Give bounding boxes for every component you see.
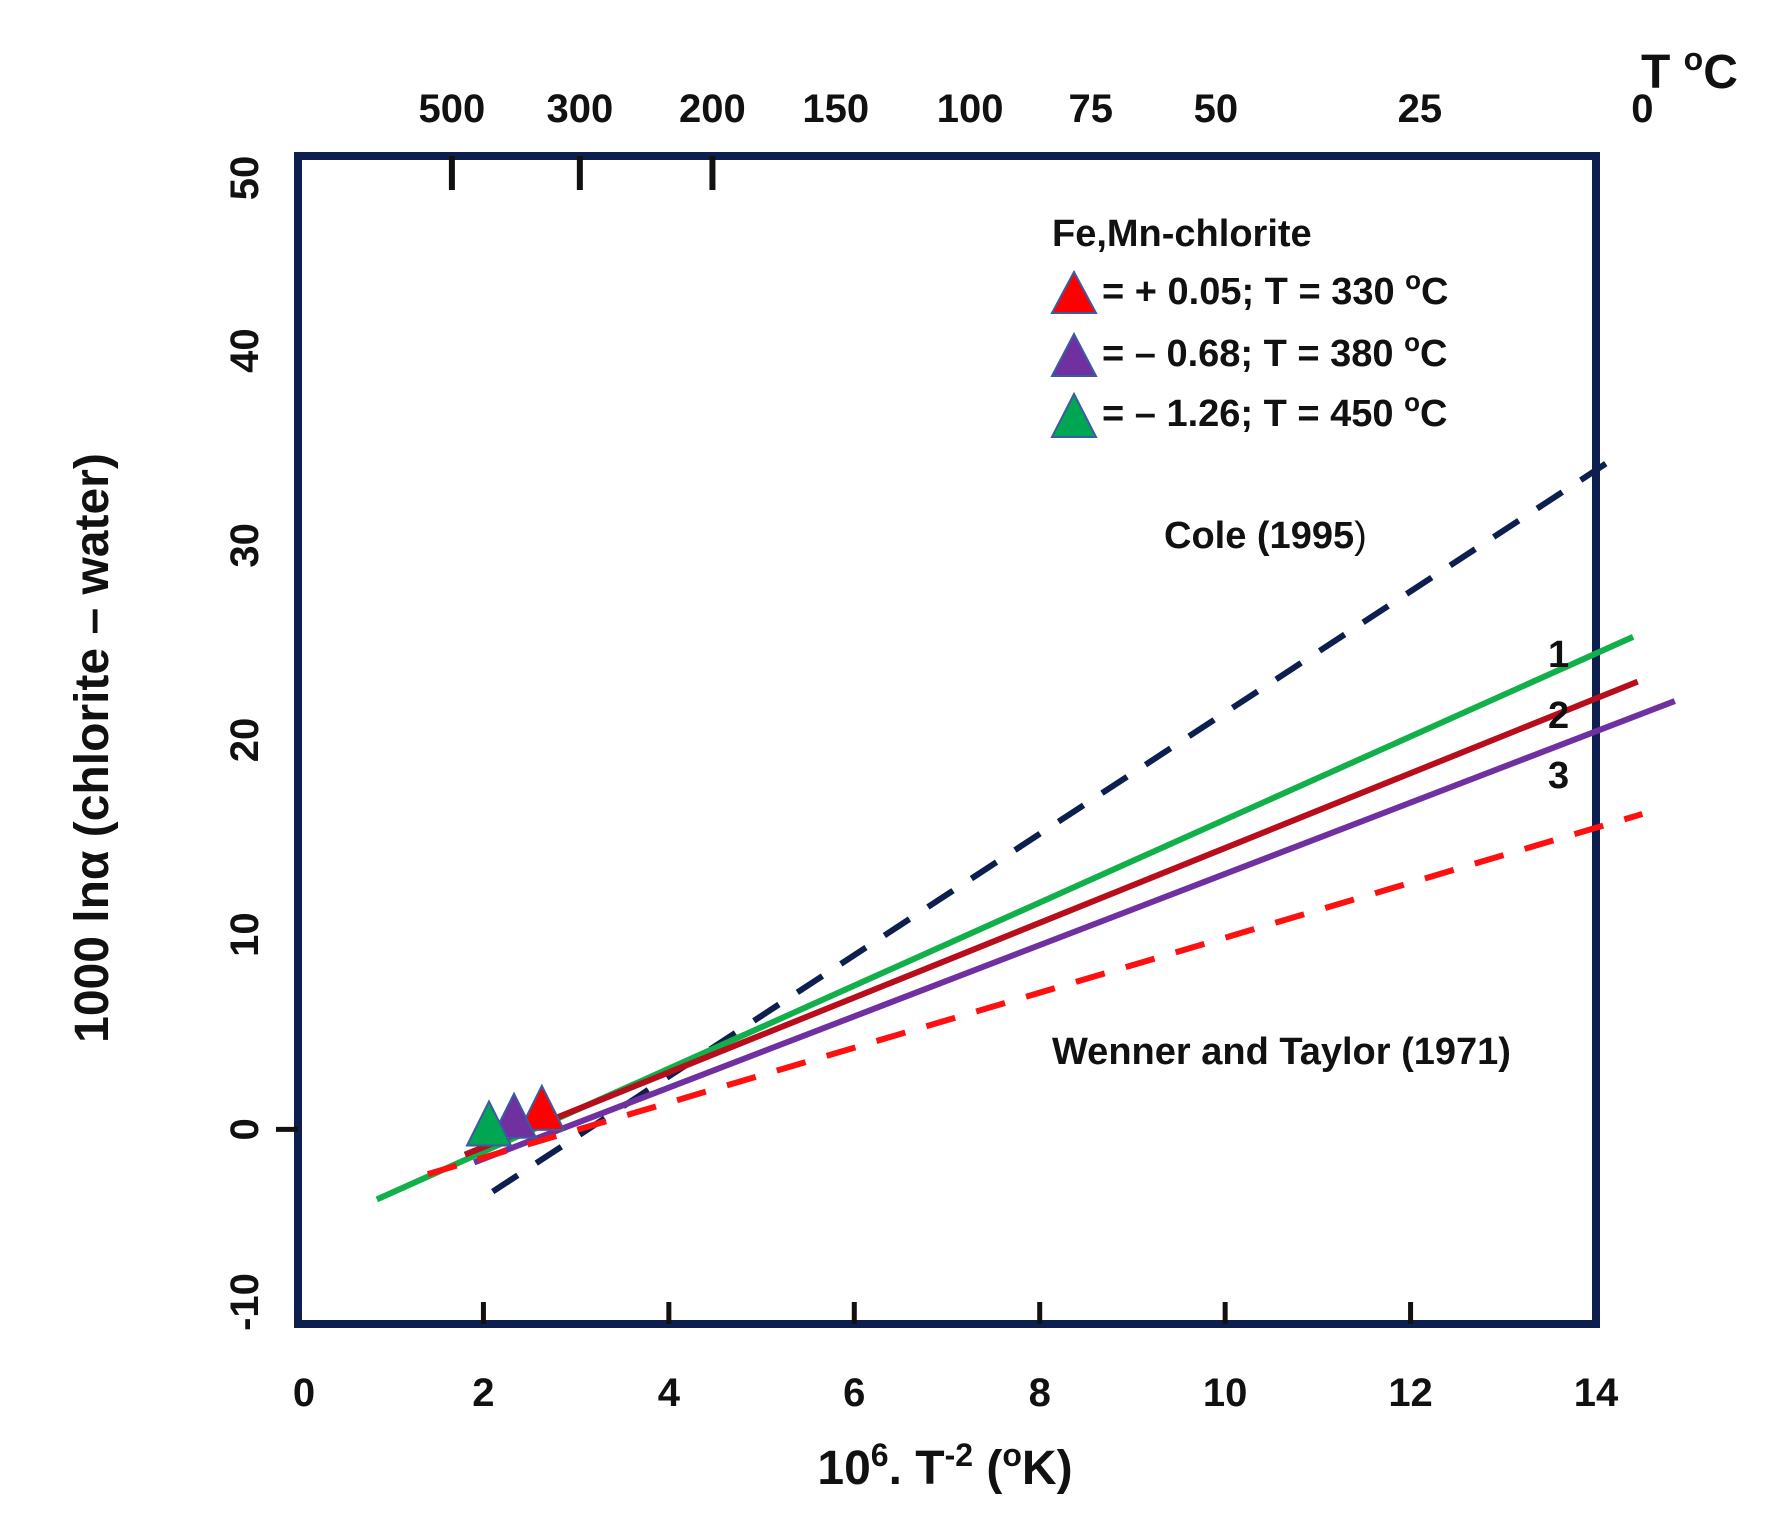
- legend-entry-3: = – 1.26; T = 450 oC: [1102, 387, 1447, 435]
- axis-ticks: [276, 156, 1414, 1324]
- top-tick-label: 300: [546, 87, 613, 131]
- top-tick-label: 500: [419, 87, 486, 131]
- line2-label: 2: [1548, 695, 1569, 737]
- top-tick-label: 150: [802, 87, 869, 131]
- line3-label: 3: [1548, 755, 1569, 797]
- data-point-0: [518, 1083, 566, 1131]
- cole-label: Cole (1995): [1164, 515, 1367, 557]
- legend: Fe,Mn-chlorite = + 0.05; T = 330 oC = – …: [1050, 213, 1449, 438]
- series-lines: [375, 449, 1676, 1203]
- legend-title: Fe,Mn-chlorite: [1052, 213, 1312, 255]
- top-tick-label: 200: [679, 87, 746, 131]
- x-tick-label: 10: [1203, 1371, 1248, 1415]
- top-tick-label: 0: [1631, 87, 1653, 131]
- top-tick-label: 75: [1068, 87, 1113, 131]
- legend-marker-red: [1050, 269, 1098, 314]
- y-tick-label: 50: [223, 156, 267, 201]
- legend-entry-2: = – 0.68; T = 380 oC: [1102, 327, 1447, 375]
- series-line-cole-1995-: [491, 449, 1626, 1195]
- data-point-1: [490, 1091, 538, 1139]
- x-tick-label: 14: [1574, 1371, 1619, 1415]
- wenner-label: Wenner and Taylor (1971): [1052, 1031, 1511, 1073]
- x-tick-label: 0: [293, 1371, 315, 1415]
- plot-frame: [294, 152, 1600, 1328]
- y-tick-label: 40: [223, 328, 267, 373]
- y-tick-label: -10: [223, 1273, 267, 1331]
- series-line-wenner-and-taylor-1971-: [426, 811, 1644, 1177]
- top-tick-label: 100: [937, 87, 1004, 131]
- y-tick-label: 0: [223, 1118, 267, 1140]
- y-axis-title: 1000 lnα (chlorite – water): [66, 453, 119, 1043]
- y-tick-label: 20: [223, 718, 267, 763]
- x-axis-title: 106. T-2 (oK): [817, 1437, 1072, 1495]
- top-axis-title: T oC: [1641, 41, 1738, 99]
- legend-marker-green: [1050, 391, 1098, 438]
- legend-entry-1: = + 0.05; T = 330 oC: [1102, 265, 1449, 313]
- data-point-2: [465, 1099, 513, 1147]
- series-line-2: [463, 678, 1639, 1158]
- legend-marker-purple: [1050, 331, 1098, 377]
- x-tick-label: 6: [843, 1371, 865, 1415]
- series-line-3: [473, 698, 1676, 1166]
- x-tick-label: 2: [472, 1371, 494, 1415]
- x-tick-label: 12: [1388, 1371, 1433, 1415]
- top-tick-label: 50: [1194, 87, 1239, 131]
- data-points: [465, 1083, 566, 1147]
- y-tick-label: 10: [223, 912, 267, 957]
- top-tick-label: 25: [1398, 87, 1443, 131]
- x-tick-label: 8: [1029, 1371, 1051, 1415]
- y-tick-label: 30: [223, 523, 267, 568]
- line1-label: 1: [1548, 634, 1569, 676]
- x-tick-label: 4: [658, 1371, 681, 1415]
